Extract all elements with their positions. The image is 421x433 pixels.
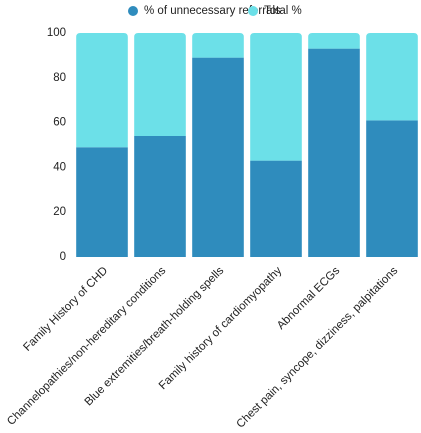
y-tick-label: 80 xyxy=(53,72,66,84)
legend-marker xyxy=(248,6,258,16)
y-tick-label: 0 xyxy=(60,251,66,263)
bar-segment xyxy=(76,147,128,257)
y-tick-label: 20 xyxy=(53,206,66,218)
bar-segment xyxy=(134,136,186,257)
bar-segment xyxy=(76,33,128,148)
bar-segment xyxy=(192,33,244,58)
bar-segment xyxy=(308,48,360,258)
bar-segment xyxy=(192,57,244,257)
bar-segment xyxy=(250,33,302,161)
legend-marker xyxy=(128,6,138,16)
x-tick-label: Family history of cardiomyopathy xyxy=(157,265,285,393)
bar-segment xyxy=(366,120,418,257)
y-tick-label: 60 xyxy=(53,117,66,129)
bar-segment xyxy=(366,33,418,121)
bar-segment xyxy=(250,160,302,257)
x-tick-label: Abnormal ECGs xyxy=(275,265,342,332)
legend-label: % of unnecessary referrals xyxy=(144,5,281,17)
y-tick-label: 40 xyxy=(53,161,66,173)
legend-label: Total % xyxy=(264,5,302,17)
y-tick-label: 100 xyxy=(47,27,66,39)
bar-segment xyxy=(308,33,360,49)
bar-segment xyxy=(134,33,186,137)
